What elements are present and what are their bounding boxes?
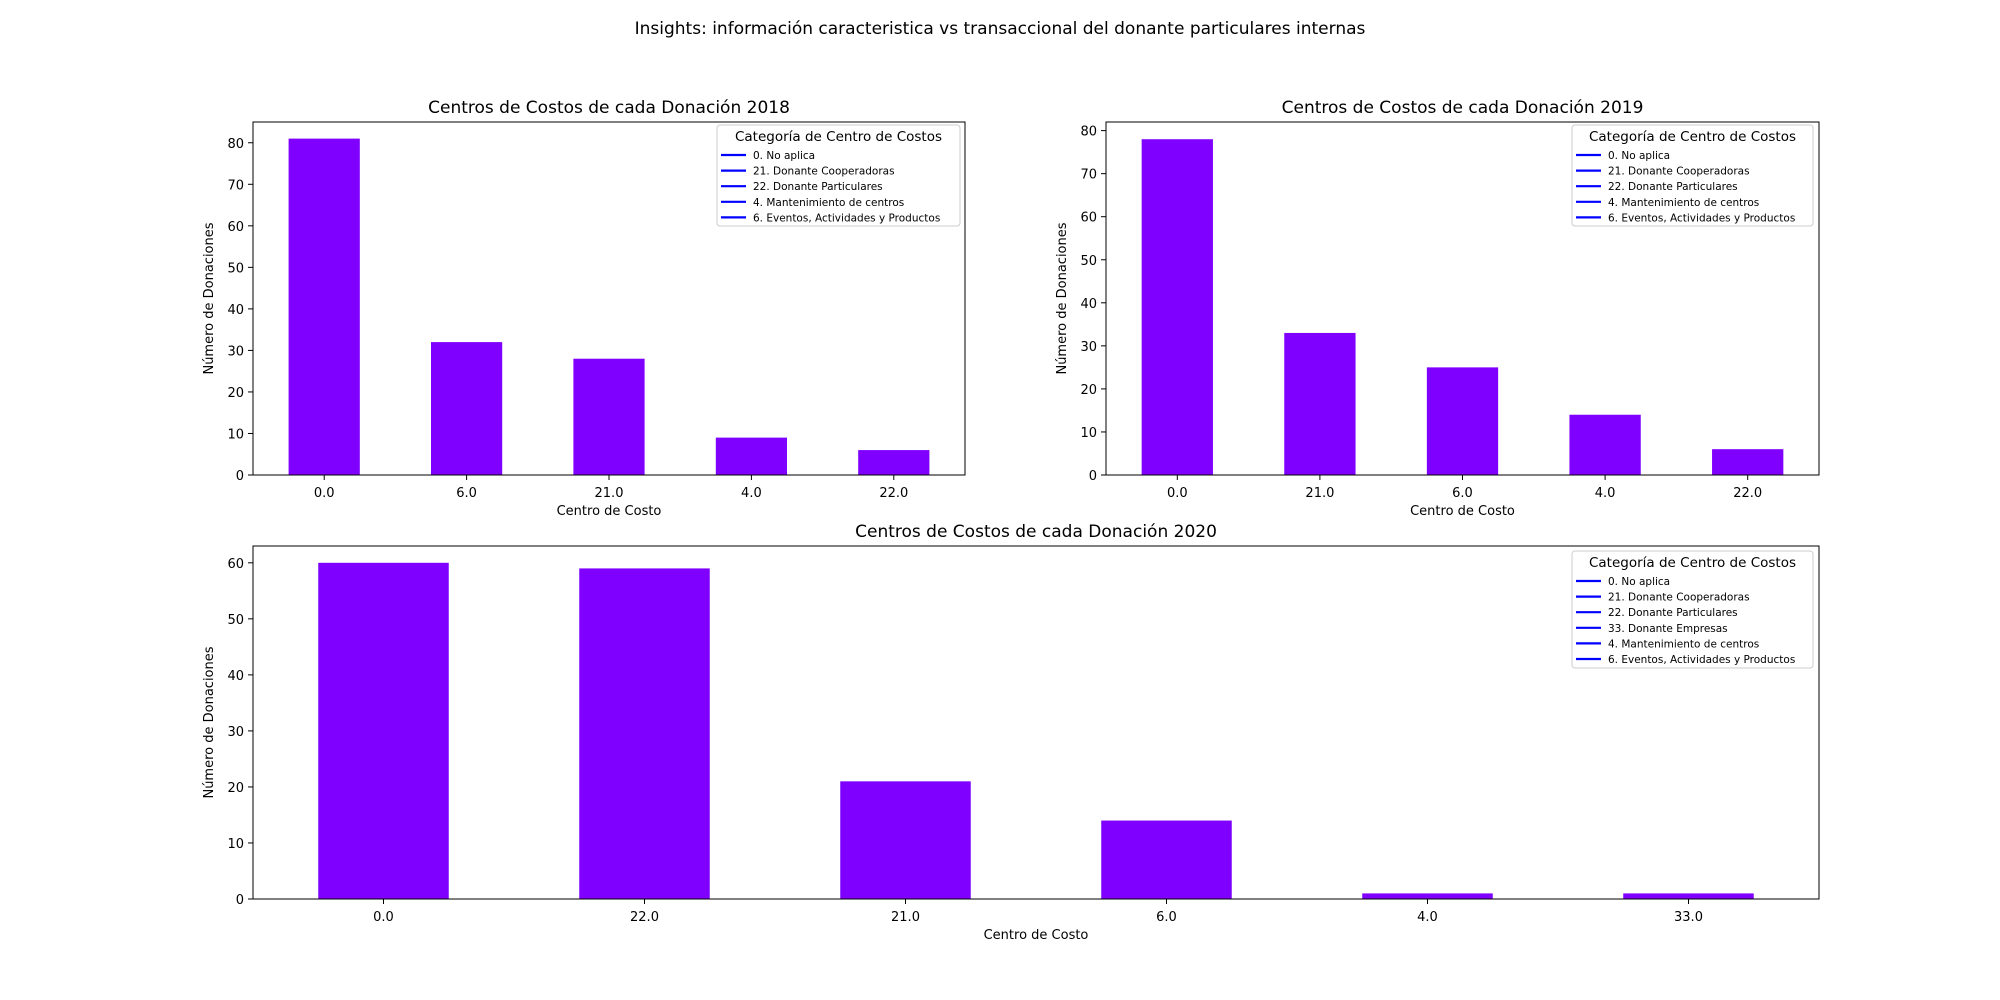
bar-4.0 [715,437,787,475]
bar-0.0 [1141,139,1213,475]
legend-box [716,124,961,227]
y-tick-label: 80 [1080,125,1097,140]
y-tick-label: 50 [227,613,244,628]
y-tick-label: 60 [227,557,244,572]
legend-title: Categoría de Centro de Costos [1589,555,1796,571]
legend-entry: 22. Donante Particulares [753,181,883,193]
y-tick-label: 30 [227,344,244,359]
y-tick-label: 30 [1080,340,1097,355]
y-tick-label: 60 [1080,211,1097,226]
chart-2018: Centros de Costos de cada Donación 2018 0… [202,98,966,519]
legend: Categoría de Centro de Costos 0. No aplic… [1571,124,1814,227]
legend-box [1571,550,1814,669]
legend-title: Categoría de Centro de Costos [1589,129,1796,145]
x-tick-label: 22.0 [630,910,659,925]
bar-22.0 [1712,449,1784,475]
legend: Categoría de Centro de Costos 0. No aplic… [1571,550,1814,669]
x-tick-label: 22.0 [879,486,908,501]
x-tick-label: 4.0 [1595,486,1616,501]
x-tick-label: 0.0 [314,486,335,501]
legend-entry: 21. Donante Cooperadoras [753,166,895,178]
legend-entry: 0. No aplica [1608,150,1670,162]
x-tick-label: 0.0 [1167,486,1188,501]
figure-suptitle: Insights: información caracteristica vs … [635,19,1366,39]
y-tick-label: 20 [1080,383,1097,398]
legend-entry: 0. No aplica [1608,576,1670,588]
legend-entry: 21. Donante Cooperadoras [1608,166,1750,178]
y-tick-label: 0 [1089,469,1097,484]
x-tick-label: 6.0 [1452,486,1473,501]
legend-entry: 6. Eventos, Actividades y Productos [1608,654,1795,666]
x-tick-label: 6.0 [456,486,477,501]
x-axis-label: Centro de Costo [557,504,662,519]
chart-title: Centros de Costos de cada Donación 2018 [428,98,790,118]
x-axis-label: Centro de Costo [1410,504,1515,519]
legend-entry: 6. Eventos, Actividades y Productos [753,212,940,224]
x-tick-label: 21.0 [595,486,624,501]
bar-0.0 [318,562,449,899]
y-axis-label: Número de Donaciones [202,222,217,374]
y-axis-label: Número de Donaciones [202,646,217,798]
x-tick-label: 22.0 [1733,486,1762,501]
legend-entry: 4. Mantenimiento de centros [1608,638,1759,650]
bar-21.0 [840,781,971,899]
y-tick-label: 50 [227,261,244,276]
bar-0.0 [288,138,360,476]
plot-frame [252,545,1820,900]
x-tick-label: 21.0 [1305,486,1334,501]
y-tick-label: 70 [227,178,244,193]
y-tick-label: 40 [1080,297,1097,312]
x-tick-label: 4.0 [741,486,762,501]
bar-4.0 [1569,414,1641,475]
bar-6.0 [1426,367,1499,475]
legend-entry: 22. Donante Particulares [1608,181,1738,193]
y-tick-label: 40 [227,303,244,318]
bar-6.0 [431,342,503,475]
legend-entry: 22. Donante Particulares [1608,607,1738,619]
legend-entry: 33. Donante Empresas [1608,623,1728,635]
legend-entry: 4. Mantenimiento de centros [1608,197,1759,209]
bar-22.0 [579,568,710,899]
y-tick-label: 10 [227,837,244,852]
x-tick-label: 4.0 [1417,910,1438,925]
legend-entry: 4. Mantenimiento de centros [753,197,904,209]
chart-title: Centros de Costos de cada Donación 2020 [855,522,1217,542]
x-tick-label: 6.0 [1156,910,1177,925]
y-axis-label: Número de Donaciones [1055,222,1070,374]
legend-title: Categoría de Centro de Costos [735,129,942,145]
chart-2020: Centros de Costos de cada Donación 2020 0… [202,522,1820,943]
y-tick-label: 10 [227,427,244,442]
bar-6.0 [1101,820,1232,899]
legend: Categoría de Centro de Costos 0. No aplic… [716,124,961,227]
y-tick-label: 70 [1080,168,1097,183]
bar-22.0 [858,450,930,475]
bar-33.0 [1623,893,1754,899]
y-tick-label: 60 [227,220,244,235]
y-tick-label: 10 [1080,426,1097,441]
legend-entry: 0. No aplica [753,150,815,162]
legend-entry: 21. Donante Cooperadoras [1608,592,1750,604]
x-tick-label: 21.0 [891,910,920,925]
x-tick-label: 0.0 [373,910,394,925]
y-tick-label: 20 [227,781,244,796]
y-tick-label: 20 [227,386,244,401]
bar-4.0 [1362,893,1493,899]
y-tick-label: 50 [1080,254,1097,269]
x-tick-label: 33.0 [1674,910,1703,925]
y-tick-label: 80 [227,137,244,152]
y-tick-label: 30 [227,725,244,740]
bar-21.0 [1284,332,1356,475]
y-tick-label: 40 [227,669,244,684]
legend-entry: 6. Eventos, Actividades y Productos [1608,212,1795,224]
x-axis-label: Centro de Costo [984,928,1089,943]
chart-title: Centros de Costos de cada Donación 2019 [1282,98,1644,118]
y-tick-label: 0 [236,893,244,908]
bar-21.0 [573,358,645,475]
chart-2019: Centros de Costos de cada Donación 2019 0… [1055,98,1820,519]
legend-box [1571,124,1814,227]
y-tick-label: 0 [236,469,244,484]
